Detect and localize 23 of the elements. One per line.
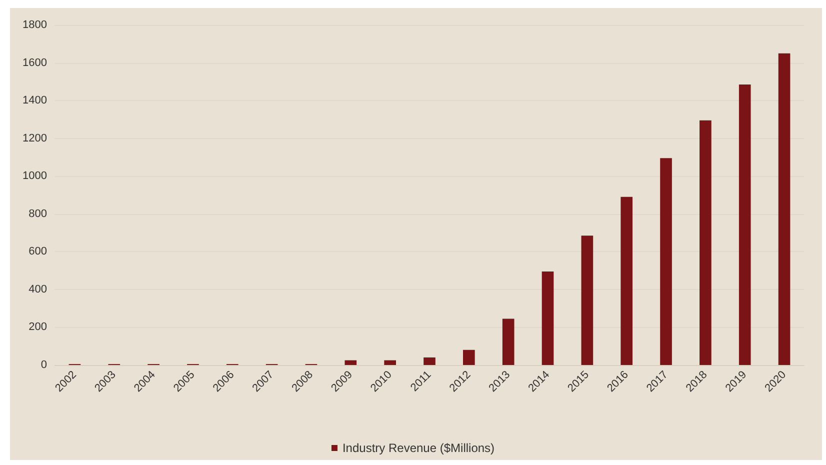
bar bbox=[384, 360, 396, 365]
bar bbox=[463, 350, 475, 365]
y-tick-label: 200 bbox=[28, 321, 47, 334]
y-tick-label: 1600 bbox=[22, 56, 47, 69]
bar bbox=[424, 357, 436, 365]
y-tick-label: 400 bbox=[28, 283, 47, 296]
y-tick-label: 1800 bbox=[22, 19, 47, 31]
bar bbox=[581, 236, 594, 365]
bar bbox=[738, 84, 751, 365]
bar bbox=[502, 318, 514, 365]
y-tick-label: 600 bbox=[28, 246, 47, 258]
y-tick-label: 800 bbox=[28, 208, 47, 220]
bar bbox=[660, 158, 672, 365]
bar bbox=[778, 53, 790, 365]
legend-label: Industry Revenue ($Millions) bbox=[342, 441, 495, 455]
bar bbox=[700, 120, 712, 365]
y-tick-label: 1400 bbox=[22, 94, 47, 107]
bar bbox=[620, 196, 633, 365]
y-tick-label: 0 bbox=[40, 359, 47, 371]
bar bbox=[542, 272, 554, 365]
y-tick-label: 1200 bbox=[22, 132, 47, 144]
y-tick-label: 1000 bbox=[22, 170, 47, 182]
bar bbox=[344, 360, 357, 365]
